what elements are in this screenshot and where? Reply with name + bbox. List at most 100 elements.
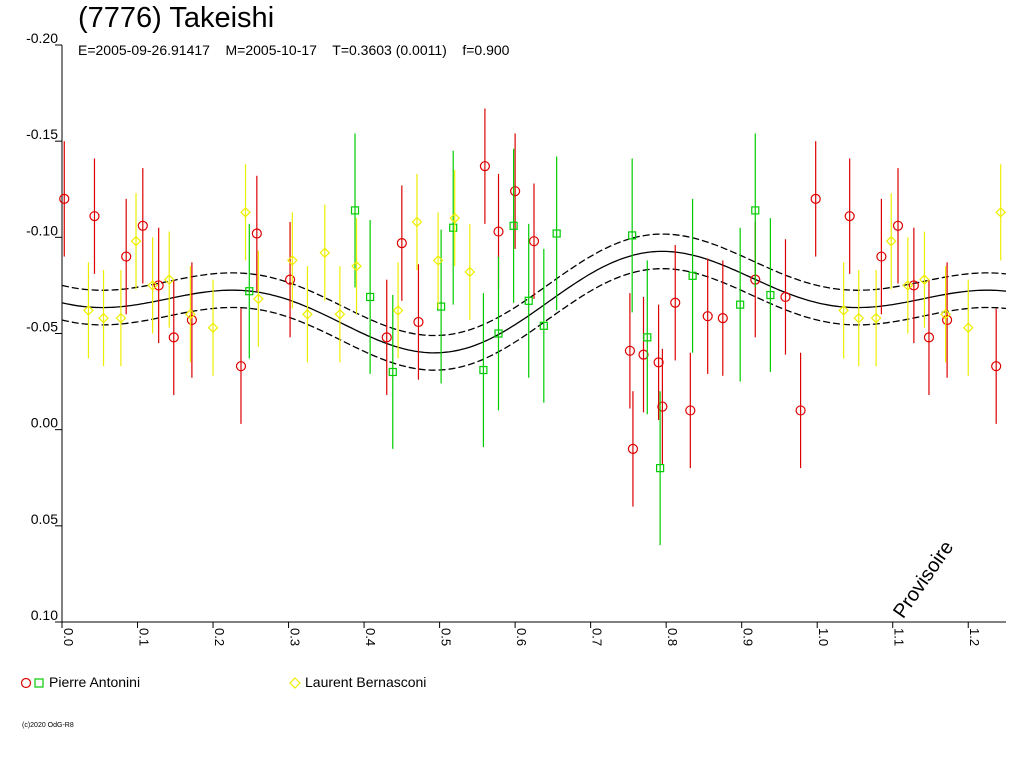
point-marker-square: [552, 229, 561, 238]
data-point: [494, 256, 503, 411]
data-point: [153, 227, 164, 344]
point-marker-circle: [510, 186, 521, 197]
point-marker-square: [628, 231, 637, 240]
point-marker-diamond: [334, 308, 346, 320]
point-marker-diamond: [940, 308, 951, 320]
data-point: [411, 173, 423, 271]
point-marker-circle: [624, 345, 636, 356]
data-point: [853, 270, 865, 367]
point-marker-circle: [795, 405, 806, 416]
point-marker-diamond: [962, 322, 974, 334]
point-marker-diamond: [185, 308, 196, 320]
point-marker-circle: [653, 357, 664, 368]
point-marker-square: [494, 329, 503, 338]
point-marker-circle: [235, 361, 247, 372]
data-point: [89, 158, 100, 274]
x-tick-label: 0.3: [288, 628, 303, 646]
lightcurve-plot: -0.20 -0.15 -0.10 -0.05 0.00 0.05 0.100.0 0.1 0.…: [26, 30, 1007, 646]
point-marker-square: [736, 300, 745, 309]
data-point: [449, 170, 461, 267]
data-point: [240, 164, 251, 261]
point-marker-circle: [717, 313, 728, 324]
point-marker-square: [688, 271, 697, 280]
point-marker-circle: [657, 401, 668, 412]
point-marker-circle: [685, 405, 696, 416]
data-point: [510, 133, 521, 249]
data-point: [685, 352, 696, 469]
data-point: [396, 185, 407, 301]
point-marker-square: [751, 206, 760, 215]
y-tick-label: -0.10: [26, 222, 58, 238]
data-point: [528, 183, 540, 299]
plot-axes: -0.20 -0.15 -0.10 -0.05 0.00 0.05 0.100.0 0.1 0.…: [26, 30, 1006, 646]
point-marker-circle: [251, 228, 262, 239]
x-tick-label: 0.9: [741, 628, 756, 646]
point-marker-circle: [923, 332, 935, 343]
point-marker-circle: [284, 274, 296, 285]
point-marker-circle: [638, 349, 649, 360]
point-marker-circle: [381, 332, 392, 343]
point-marker-circle: [876, 251, 887, 262]
point-marker-square: [524, 296, 533, 305]
data-point: [657, 348, 668, 465]
point-marker-square: [449, 223, 458, 232]
data-point: [334, 266, 346, 363]
point-marker-circle: [908, 280, 919, 291]
data-point: [670, 245, 681, 361]
data-point: [941, 262, 953, 378]
point-marker-square: [509, 221, 518, 230]
legend-marker-icon: [289, 677, 301, 690]
data-point: [923, 279, 935, 396]
y-tick-label: -0.05: [26, 319, 58, 335]
data-point: [449, 150, 458, 305]
x-tick-label: 0.4: [363, 628, 378, 646]
x-tick-label: 0.6: [514, 628, 529, 646]
point-marker-diamond: [98, 312, 109, 324]
point-marker-diamond: [240, 206, 251, 218]
point-marker-circle: [780, 291, 791, 303]
point-marker-circle: [627, 443, 639, 454]
data-point: [392, 262, 404, 359]
x-tick-label: 0.7: [590, 628, 605, 646]
point-marker-diamond: [319, 247, 331, 259]
point-marker-circle: [413, 316, 424, 328]
point-marker-diamond: [885, 235, 897, 247]
x-tick-label: 1.2: [967, 628, 982, 646]
point-marker-diamond: [392, 305, 404, 316]
point-marker-circle: [153, 280, 164, 291]
data-point: [381, 279, 392, 396]
data-point: [751, 133, 760, 288]
point-marker-diamond: [83, 305, 94, 316]
point-marker-circle: [186, 314, 197, 326]
data-point: [844, 158, 855, 274]
data-point: [464, 223, 476, 321]
point-marker-diamond: [411, 216, 423, 228]
data-point: [98, 270, 109, 367]
point-marker-square: [350, 206, 360, 215]
data-point: [876, 198, 887, 315]
point-marker-diamond: [163, 274, 175, 285]
point-marker-circle: [702, 311, 713, 322]
data-point: [319, 204, 331, 301]
point-marker-diamond: [995, 206, 1007, 218]
y-tick-label: 0.10: [31, 607, 58, 623]
point-marker-circle: [168, 332, 179, 343]
copyright-text: (c)2020 OdG-R8: [22, 722, 74, 729]
point-marker-diamond: [902, 280, 914, 291]
data-point: [838, 262, 849, 359]
point-marker-circle: [59, 193, 70, 204]
data-point: [991, 308, 1002, 424]
data-point: [413, 264, 424, 380]
point-marker-diamond: [147, 280, 158, 291]
data-point: [638, 296, 649, 413]
data-point: [479, 108, 491, 224]
data-point: [147, 237, 158, 334]
y-tick-label: -0.20: [26, 30, 58, 46]
data-point: [286, 212, 298, 309]
point-marker-circle: [396, 238, 407, 249]
y-tick-label: 0.00: [31, 415, 58, 431]
data-point: [624, 293, 636, 409]
point-marker-diamond: [286, 255, 298, 266]
point-marker-diamond: [432, 255, 444, 266]
data-point: [524, 223, 533, 378]
